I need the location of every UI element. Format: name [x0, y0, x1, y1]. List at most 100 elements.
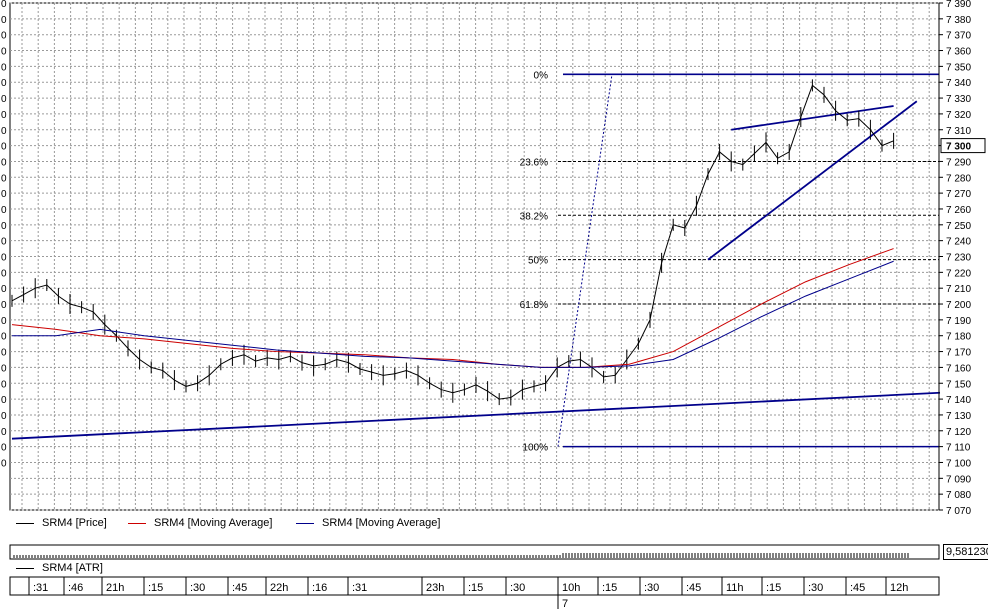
y-tick-label: 7 380	[946, 15, 971, 26]
y-tick-label: 7 330	[946, 94, 971, 105]
left-tick-label: 0	[1, 126, 7, 137]
price-line	[11, 84, 894, 400]
atr-legend-label: SRM4 [ATR]	[42, 562, 103, 574]
time-tick-label: :45	[686, 582, 701, 594]
time-tick-label: :30	[190, 582, 205, 594]
y-tick-label: 7 350	[946, 62, 971, 73]
fib-level-label: 23.6%	[520, 157, 548, 168]
y-tick-label: 7 390	[946, 0, 971, 10]
time-tick-label: :15	[148, 582, 163, 594]
time-tick-label: 11h	[726, 582, 744, 594]
left-tick-label: 0	[1, 110, 7, 121]
time-tick-label: :31	[352, 582, 367, 594]
atr-panel	[9, 544, 940, 560]
time-tick-label: :16	[312, 582, 327, 594]
legend-item-ma-red[interactable]: SRM4 [Moving Average]	[128, 517, 272, 529]
time-tick-label: :15	[602, 582, 617, 594]
y-tick-label: 7 220	[946, 268, 971, 279]
legend-item-price[interactable]: SRM4 [Price]	[16, 517, 107, 529]
fib-anchor-line[interactable]	[557, 74, 613, 447]
y-tick-label: 7 250	[946, 221, 971, 232]
time-axis-box	[9, 576, 940, 596]
time-axis: :31 :46 21h :15 :30 :45 22h :16 :31 23h :15 :30 10h:…	[9, 576, 940, 610]
time-tick-label: :31	[33, 582, 48, 594]
left-tick-label: 0	[1, 411, 7, 422]
y-tick-label: 7 280	[946, 173, 971, 184]
left-tick-label: 0	[1, 221, 7, 232]
fib-level-label: 0%	[534, 70, 549, 81]
y-tick-label: 7 120	[946, 427, 971, 438]
y-tick-label: 7 170	[946, 348, 971, 359]
date-label: 7	[562, 598, 568, 609]
time-tick-label: 22h	[270, 582, 288, 594]
left-tick-label: 0	[1, 78, 7, 89]
time-tick-label: 10h	[562, 582, 580, 594]
left-tick-label: 0	[1, 316, 7, 327]
legend-item-ma-blue[interactable]: SRM4 [Moving Average]	[296, 517, 440, 529]
left-tick-label: 0	[1, 15, 7, 26]
legend: SRM4 [Price] SRM4 [Moving Average] SRM4 …	[0, 515, 940, 533]
trendline[interactable]	[731, 105, 894, 131]
trendline[interactable]	[11, 391, 941, 440]
time-tick-label: 12h	[890, 582, 908, 594]
left-tick-label: 0	[1, 395, 7, 406]
y-tick-label: 7 110	[946, 443, 971, 454]
legend-label-price: SRM4 [Price]	[42, 517, 107, 529]
grid	[9, 2, 940, 511]
y-tick-label: 7 370	[946, 31, 971, 42]
fib-level-label: 61.8%	[520, 300, 548, 311]
left-tick-label: 0	[1, 284, 7, 295]
y-tick-label: 7 200	[946, 300, 971, 311]
y-tick-label: 7 130	[946, 411, 971, 422]
atr-legend[interactable]: SRM4 [ATR]	[0, 562, 103, 574]
left-tick-label: 0	[1, 332, 7, 343]
time-tick-label: 21h	[106, 582, 124, 594]
y-tick-label: 7 310	[946, 126, 971, 137]
time-tick-label: :15	[468, 582, 483, 594]
left-tick-label: 0	[1, 268, 7, 279]
time-tick-label: :46	[68, 582, 83, 594]
left-tick-label: 0	[1, 0, 7, 10]
series-layer	[11, 79, 895, 406]
current-price-label: 7 300	[946, 142, 971, 153]
y-tick-label: 7 340	[946, 78, 971, 89]
fib-level-label: 100%	[522, 443, 548, 454]
atr-value: 9,581230	[943, 544, 988, 560]
y-tick-label: 7 230	[946, 253, 971, 264]
axes: 7 390 7 380 7 370 7 360 7 350 7 340 7 330 7 320…	[1, 0, 986, 517]
y-tick-label: 7 210	[946, 284, 971, 295]
moving-average-red	[11, 248, 894, 368]
current-price-box	[940, 138, 986, 154]
time-tick-label: :30	[510, 582, 525, 594]
left-tick-label: 0	[1, 427, 7, 438]
y-tick-label: 7 180	[946, 332, 971, 343]
fib-level-label: 50%	[528, 256, 548, 267]
fib-level-label: 38.2%	[520, 211, 548, 222]
trendlines[interactable]	[11, 100, 941, 440]
y-tick-label: 7 240	[946, 237, 971, 248]
left-tick-label: 0	[1, 94, 7, 105]
time-tick-label: :45	[850, 582, 865, 594]
legend-label-ma-blue: SRM4 [Moving Average]	[322, 517, 441, 529]
y-tick-label: 7 290	[946, 157, 971, 168]
y-tick-label: 7 070	[946, 506, 971, 517]
left-tick-label: 0	[1, 31, 7, 42]
left-tick-label: 0	[1, 205, 7, 216]
left-tick-label: 0	[1, 47, 7, 58]
left-tick-label: 0	[1, 363, 7, 374]
y-tick-label: 7 140	[946, 395, 971, 406]
y-tick-label: 7 360	[946, 47, 971, 58]
fibonacci-retracement[interactable]: 0% 23.6% 38.2% 50% 61.8% 100%	[520, 70, 939, 454]
left-tick-label: 0	[1, 237, 7, 248]
left-tick-label: 0	[1, 253, 7, 264]
trendline[interactable]	[707, 100, 918, 261]
y-tick-label: 7 150	[946, 379, 971, 390]
y-tick-label: 7 090	[946, 474, 971, 485]
left-tick-label: 0	[1, 348, 7, 359]
time-tick-label: :15	[766, 582, 781, 594]
left-tick-label: 0	[1, 173, 7, 184]
time-tick-label: 23h	[426, 582, 444, 594]
y-tick-label: 7 190	[946, 316, 971, 327]
